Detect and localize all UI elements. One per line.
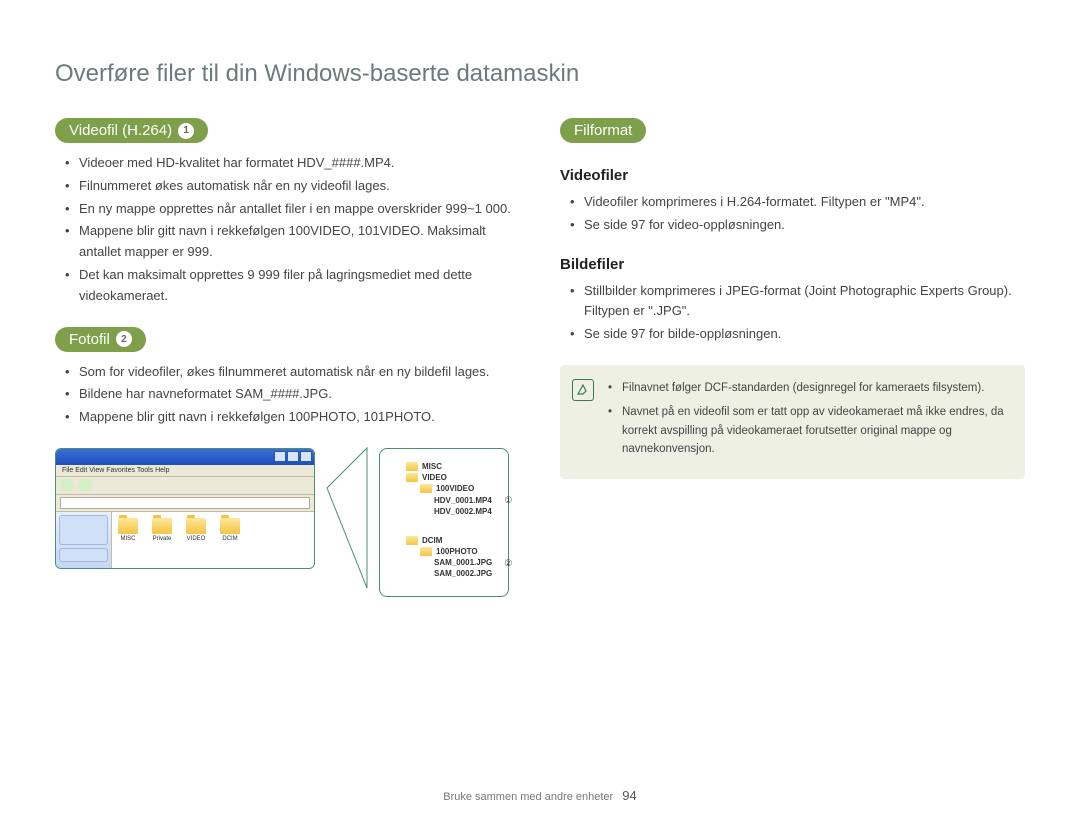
folder-item: MISC — [118, 518, 138, 542]
folder-icon — [406, 473, 418, 482]
list-item: Stillbilder komprimeres i JPEG-format (J… — [570, 281, 1025, 323]
folder-label: Private — [153, 536, 172, 542]
note-box: Filnavnet følger DCF-standarden (designr… — [560, 365, 1025, 479]
list-item: En ny mappe opprettes når antallet filer… — [65, 199, 520, 220]
fotofil-bullets: Som for videofiler, økes filnummeret aut… — [65, 362, 520, 428]
section-pill-filformat: Filformat — [560, 118, 646, 143]
list-item: Mappene blir gitt navn i rekkefølgen 100… — [65, 407, 520, 428]
list-item: Det kan maksimalt opprettes 9 999 filer … — [65, 265, 520, 307]
explorer-addressbar — [56, 495, 314, 512]
list-item: Mappene blir gitt navn i rekkefølgen 100… — [65, 221, 520, 263]
folder-icon — [152, 518, 172, 534]
tree-label: DCIM — [422, 535, 442, 546]
folder-item: VIDEO — [186, 518, 206, 542]
bildefiler-bullets: Stillbilder komprimeres i JPEG-format (J… — [570, 281, 1025, 345]
list-item: Videoer med HD-kvalitet har formatet HDV… — [65, 153, 520, 174]
pill-marker-icon: 2 — [116, 331, 132, 347]
section-pill-videofil: Videofil (H.264) 1 — [55, 118, 208, 143]
subhead-videofiler: Videofiler — [560, 167, 1025, 184]
note-icon — [572, 379, 594, 401]
pill-label: Fotofil — [69, 331, 110, 348]
folder-tree: MISC VIDEO 100VIDEO HDV_0001.MP4 ① HDV_00… — [379, 448, 509, 597]
page-footer: Bruke sammen med andre enheter 94 — [0, 788, 1080, 803]
folder-label: MISC — [121, 536, 136, 542]
list-item: Se side 97 for bilde-oppløsningen. — [570, 324, 1025, 345]
tree-marker-2: ② — [504, 557, 512, 570]
folder-item: DCIM — [220, 518, 240, 542]
minimize-icon — [274, 451, 286, 462]
maximize-icon — [287, 451, 299, 462]
subhead-bildefiler: Bildefiler — [560, 256, 1025, 273]
folder-icon — [220, 518, 240, 534]
list-item: Se side 97 for video-oppløsningen. — [570, 215, 1025, 236]
section-pill-fotofil: Fotofil 2 — [55, 327, 146, 352]
tree-label: SAM_0001.JPG — [434, 557, 492, 568]
tree-label: HDV_0001.MP4 — [434, 495, 492, 506]
explorer-toolbar — [56, 477, 314, 495]
list-item: Videofiler komprimeres i H.264-formatet.… — [570, 192, 1025, 213]
folder-label: VIDEO — [187, 536, 206, 542]
videofil-bullets: Videoer med HD-kvalitet har formatet HDV… — [65, 153, 520, 307]
explorer-window: File Edit View Favorites Tools Help — [55, 448, 315, 569]
explorer-titlebar — [56, 449, 314, 465]
explorer-content: MISC Private VIDEO DCIM — [112, 512, 314, 568]
tree-label: 100VIDEO — [436, 483, 474, 494]
tree-marker-1: ① — [504, 494, 512, 507]
left-column: Videofil (H.264) 1 Videoer med HD-kvalit… — [55, 118, 520, 597]
pill-marker-icon: 1 — [178, 123, 194, 139]
folder-icon — [406, 462, 418, 471]
folder-item: Private — [152, 518, 172, 542]
folder-icon — [186, 518, 206, 534]
folder-icon — [406, 536, 418, 545]
address-field — [60, 497, 310, 509]
footer-text: Bruke sammen med andre enheter — [443, 791, 613, 803]
list-item: Filnavnet følger DCF-standarden (designr… — [608, 379, 1007, 397]
right-column: Filformat Videofiler Videofiler komprime… — [560, 118, 1025, 597]
pill-label: Filformat — [574, 122, 632, 139]
task-panel — [59, 548, 108, 562]
back-icon — [60, 478, 74, 492]
folder-label: DCIM — [222, 536, 237, 542]
page-title: Overføre filer til din Windows-baserte d… — [55, 60, 1025, 88]
callout-arrow — [327, 448, 367, 568]
videofiler-bullets: Videofiler komprimeres i H.264-formatet.… — [570, 192, 1025, 236]
folder-icon — [420, 547, 432, 556]
task-panel — [59, 515, 108, 545]
folder-diagram: File Edit View Favorites Tools Help — [55, 448, 520, 597]
page-number: 94 — [622, 788, 636, 803]
list-item: Navnet på en videofil som er tatt opp av… — [608, 403, 1007, 458]
tree-label: MISC — [422, 461, 442, 472]
tree-label: SAM_0002.JPG — [434, 568, 492, 579]
list-item: Bildene har navneformatet SAM_####.JPG. — [65, 384, 520, 405]
explorer-sidebar — [56, 512, 112, 568]
pill-label: Videofil (H.264) — [69, 122, 172, 139]
tree-label: HDV_0002.MP4 — [434, 506, 492, 517]
tree-label: 100PHOTO — [436, 546, 478, 557]
list-item: Som for videofiler, økes filnummeret aut… — [65, 362, 520, 383]
folder-icon — [118, 518, 138, 534]
close-icon — [300, 451, 312, 462]
folder-icon — [420, 484, 432, 493]
forward-icon — [78, 478, 92, 492]
tree-label: VIDEO — [422, 472, 447, 483]
explorer-menubar: File Edit View Favorites Tools Help — [56, 465, 314, 477]
list-item: Filnummeret økes automatisk når en ny vi… — [65, 176, 520, 197]
